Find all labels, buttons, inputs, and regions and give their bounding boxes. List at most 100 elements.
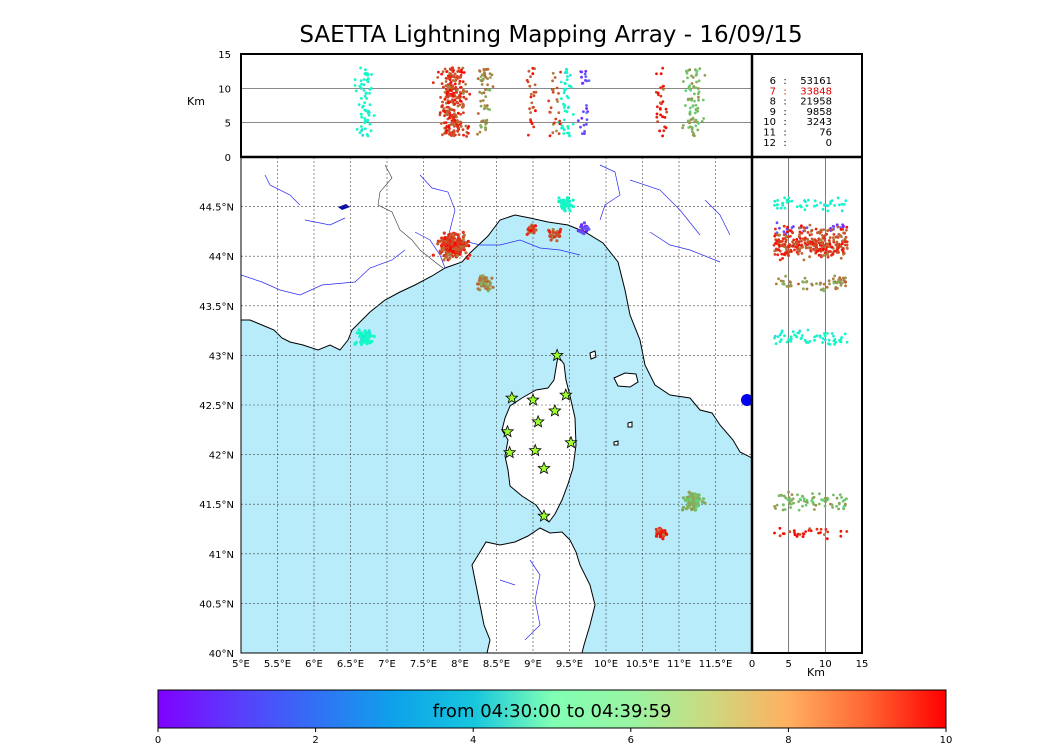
lightning-source xyxy=(656,530,660,534)
altitude-source xyxy=(451,94,455,98)
side-source xyxy=(793,333,796,337)
side-source xyxy=(821,207,825,211)
altitude-source xyxy=(447,125,451,129)
side-source xyxy=(802,258,806,262)
side-source xyxy=(778,249,782,253)
lon-tick-label: 8.5°E xyxy=(483,659,510,670)
side-source xyxy=(791,330,795,333)
side-source xyxy=(774,507,777,510)
altitude-source xyxy=(459,100,463,103)
lightning-source xyxy=(451,249,455,254)
corsica xyxy=(501,354,577,523)
side-source xyxy=(783,237,787,240)
altitude-source xyxy=(688,113,692,116)
side-source xyxy=(827,239,831,242)
altitude-source xyxy=(451,66,455,70)
altitude-source xyxy=(360,125,363,128)
altitude-source xyxy=(442,107,446,110)
altitude-source xyxy=(484,88,487,91)
altitude-source xyxy=(457,96,461,99)
altitude-source xyxy=(448,108,451,112)
side-source xyxy=(773,234,777,238)
side-source xyxy=(789,281,792,284)
side-source xyxy=(805,280,809,283)
lightning-source xyxy=(551,230,555,234)
lightning-source xyxy=(453,242,457,246)
altitude-source xyxy=(483,104,487,107)
side-source xyxy=(845,225,849,229)
altitude-source xyxy=(447,116,451,120)
altitude-source xyxy=(462,104,465,108)
side-source xyxy=(845,530,849,533)
altitude-source xyxy=(560,97,563,100)
altitude-source xyxy=(694,124,698,128)
altitude-source xyxy=(688,97,691,101)
altitude-source xyxy=(461,80,465,84)
lat-tick-label: 40°N xyxy=(209,649,234,660)
station-count-value: 9858 xyxy=(807,107,832,118)
altitude-source xyxy=(585,118,589,121)
lightning-source xyxy=(479,282,483,286)
side-source xyxy=(808,339,812,343)
side-source xyxy=(844,199,848,203)
lightning-source xyxy=(681,508,685,512)
altitude-source xyxy=(529,111,532,114)
altitude-source xyxy=(365,119,369,123)
altitude-source xyxy=(464,82,467,86)
side-source xyxy=(824,233,827,237)
side-source xyxy=(805,287,809,291)
altitude-source xyxy=(478,90,482,94)
side-source xyxy=(822,533,826,536)
side-source xyxy=(781,508,785,512)
altitude-source xyxy=(528,84,532,88)
side-source xyxy=(795,205,799,209)
lightning-source xyxy=(485,287,489,291)
lightning-source xyxy=(698,497,702,501)
side-source xyxy=(832,493,835,497)
lon-tick-label: 11.5°E xyxy=(699,659,733,670)
lon-tick-label: 5°E xyxy=(232,659,250,670)
lightning-source xyxy=(465,242,469,246)
side-source xyxy=(818,247,821,251)
altitude-source xyxy=(452,115,456,119)
altitude-source xyxy=(529,92,533,96)
side-source xyxy=(840,242,844,246)
side-source xyxy=(835,235,839,239)
giglio xyxy=(627,421,633,428)
lightning-source xyxy=(453,247,457,251)
station-count-sep: : xyxy=(783,97,786,108)
side-source xyxy=(836,196,840,200)
altitude-source xyxy=(585,104,588,107)
altitude-source xyxy=(479,75,483,78)
station-star-icon xyxy=(550,348,564,362)
altitude-source xyxy=(367,110,371,114)
altitude-source xyxy=(441,70,445,74)
lightning-source xyxy=(483,278,487,282)
side-source xyxy=(800,334,804,337)
altitude-source xyxy=(562,118,566,122)
altitude-source xyxy=(451,79,455,82)
altitude-source xyxy=(701,98,705,102)
altitude-source xyxy=(581,132,584,136)
altitude-source xyxy=(354,89,358,93)
altitude-source xyxy=(560,126,563,130)
side-source xyxy=(815,250,819,253)
side-source xyxy=(819,288,823,292)
side-source xyxy=(838,280,842,283)
lat-tick-label: 43°N xyxy=(209,351,234,362)
altitude-source xyxy=(359,112,363,116)
lightning-source xyxy=(446,253,450,257)
altitude-source xyxy=(448,78,452,82)
side-source xyxy=(839,256,843,260)
altitude-source xyxy=(446,74,450,78)
side-source xyxy=(823,203,826,207)
altitude-source xyxy=(451,121,455,124)
side-source xyxy=(814,503,818,507)
altitude-source xyxy=(438,113,442,117)
lightning-source xyxy=(443,236,447,241)
side-source xyxy=(837,501,841,505)
altitude-source xyxy=(659,86,662,90)
side-source xyxy=(806,328,810,332)
altitude-source xyxy=(583,72,587,76)
altitude-source xyxy=(551,79,554,83)
